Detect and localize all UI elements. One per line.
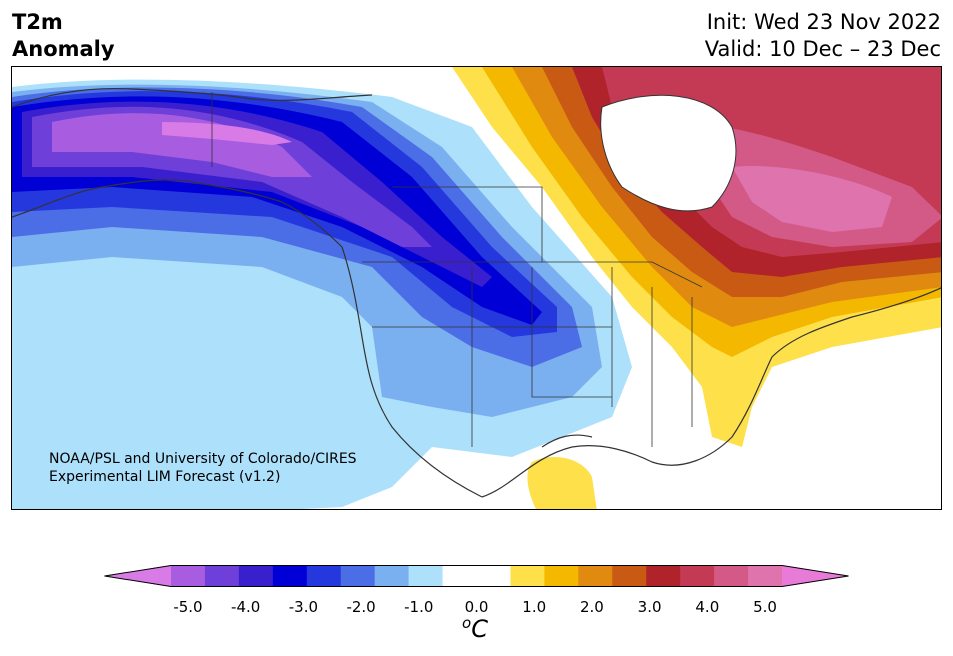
colorbar-outline — [104, 565, 849, 587]
colorbar-tick-label: 1.0 — [522, 598, 547, 616]
anomaly-region-cold-8 — [52, 113, 312, 177]
credit-text: NOAA/PSL and University of Colorado/CIRE… — [49, 450, 357, 486]
map-title: T2m Anomaly — [12, 9, 115, 63]
title-line-1: T2m — [12, 10, 63, 34]
colorbar-segment — [340, 565, 376, 587]
unit-superscript: o — [462, 614, 472, 632]
colorbar-segment — [238, 565, 274, 587]
unit-base: C — [471, 615, 488, 643]
anomaly-map — [11, 66, 942, 510]
colorbar-tick-label: 4.0 — [695, 598, 720, 616]
colorbar-segment — [646, 565, 681, 587]
colorbar-tick-label: -5.0 — [173, 598, 203, 616]
colorbar-segment — [714, 565, 749, 587]
colorbar-segment — [680, 565, 715, 587]
colorbar-segment — [476, 565, 511, 587]
colorbar-segment — [374, 565, 410, 587]
colorbar — [104, 565, 849, 587]
political-borders — [211, 92, 703, 447]
colorbar-tick-label: 3.0 — [637, 598, 662, 616]
valid-range: Valid: 10 Dec – 23 Dec — [704, 37, 941, 61]
init-date: Init: Wed 23 Nov 2022 — [706, 10, 941, 34]
colorbar-segment — [306, 565, 342, 587]
colorbar-segment — [510, 565, 545, 587]
credit-line-1: NOAA/PSL and University of Colorado/CIRE… — [49, 451, 357, 467]
colorbar-segment — [544, 565, 579, 587]
colorbar-tick-label: 2.0 — [579, 598, 604, 616]
anomaly-region-gulf-warm — [527, 457, 597, 509]
colorbar-segment — [171, 565, 206, 587]
colorbar-extend-high — [782, 565, 849, 587]
colorbar-segment — [578, 565, 613, 587]
colorbar-tick-label: 0.0 — [464, 598, 489, 616]
credit-line-2: Experimental LIM Forecast (v1.2) — [49, 469, 281, 485]
colorbar-extend-low — [104, 565, 171, 587]
anomaly-region-warm-8 — [732, 166, 892, 232]
colorbar-segment — [204, 565, 240, 587]
colorbar-tick-label: -4.0 — [231, 598, 261, 616]
forecast-dates: Init: Wed 23 Nov 2022 Valid: 10 Dec – 23… — [705, 9, 941, 63]
anomaly-region-cold-9 — [162, 122, 292, 145]
colorbar-segment — [612, 565, 647, 587]
colorbar-segment — [272, 565, 308, 587]
hudson-bay — [600, 94, 737, 212]
colorbar-tick-label: -3.0 — [288, 598, 319, 616]
colorbar-segment — [408, 565, 444, 587]
colorbar-segment — [442, 565, 477, 587]
coastlines — [12, 87, 941, 498]
colorbar-unit: oC — [462, 614, 488, 643]
colorbar-tick-label: -2.0 — [346, 598, 376, 616]
colorbar-tick-label: 5.0 — [753, 598, 777, 616]
title-line-2: Anomaly — [12, 37, 115, 61]
colorbar-segment — [748, 565, 783, 587]
colorbar-tick-label: -1.0 — [404, 598, 434, 616]
map-canvas — [12, 67, 941, 509]
